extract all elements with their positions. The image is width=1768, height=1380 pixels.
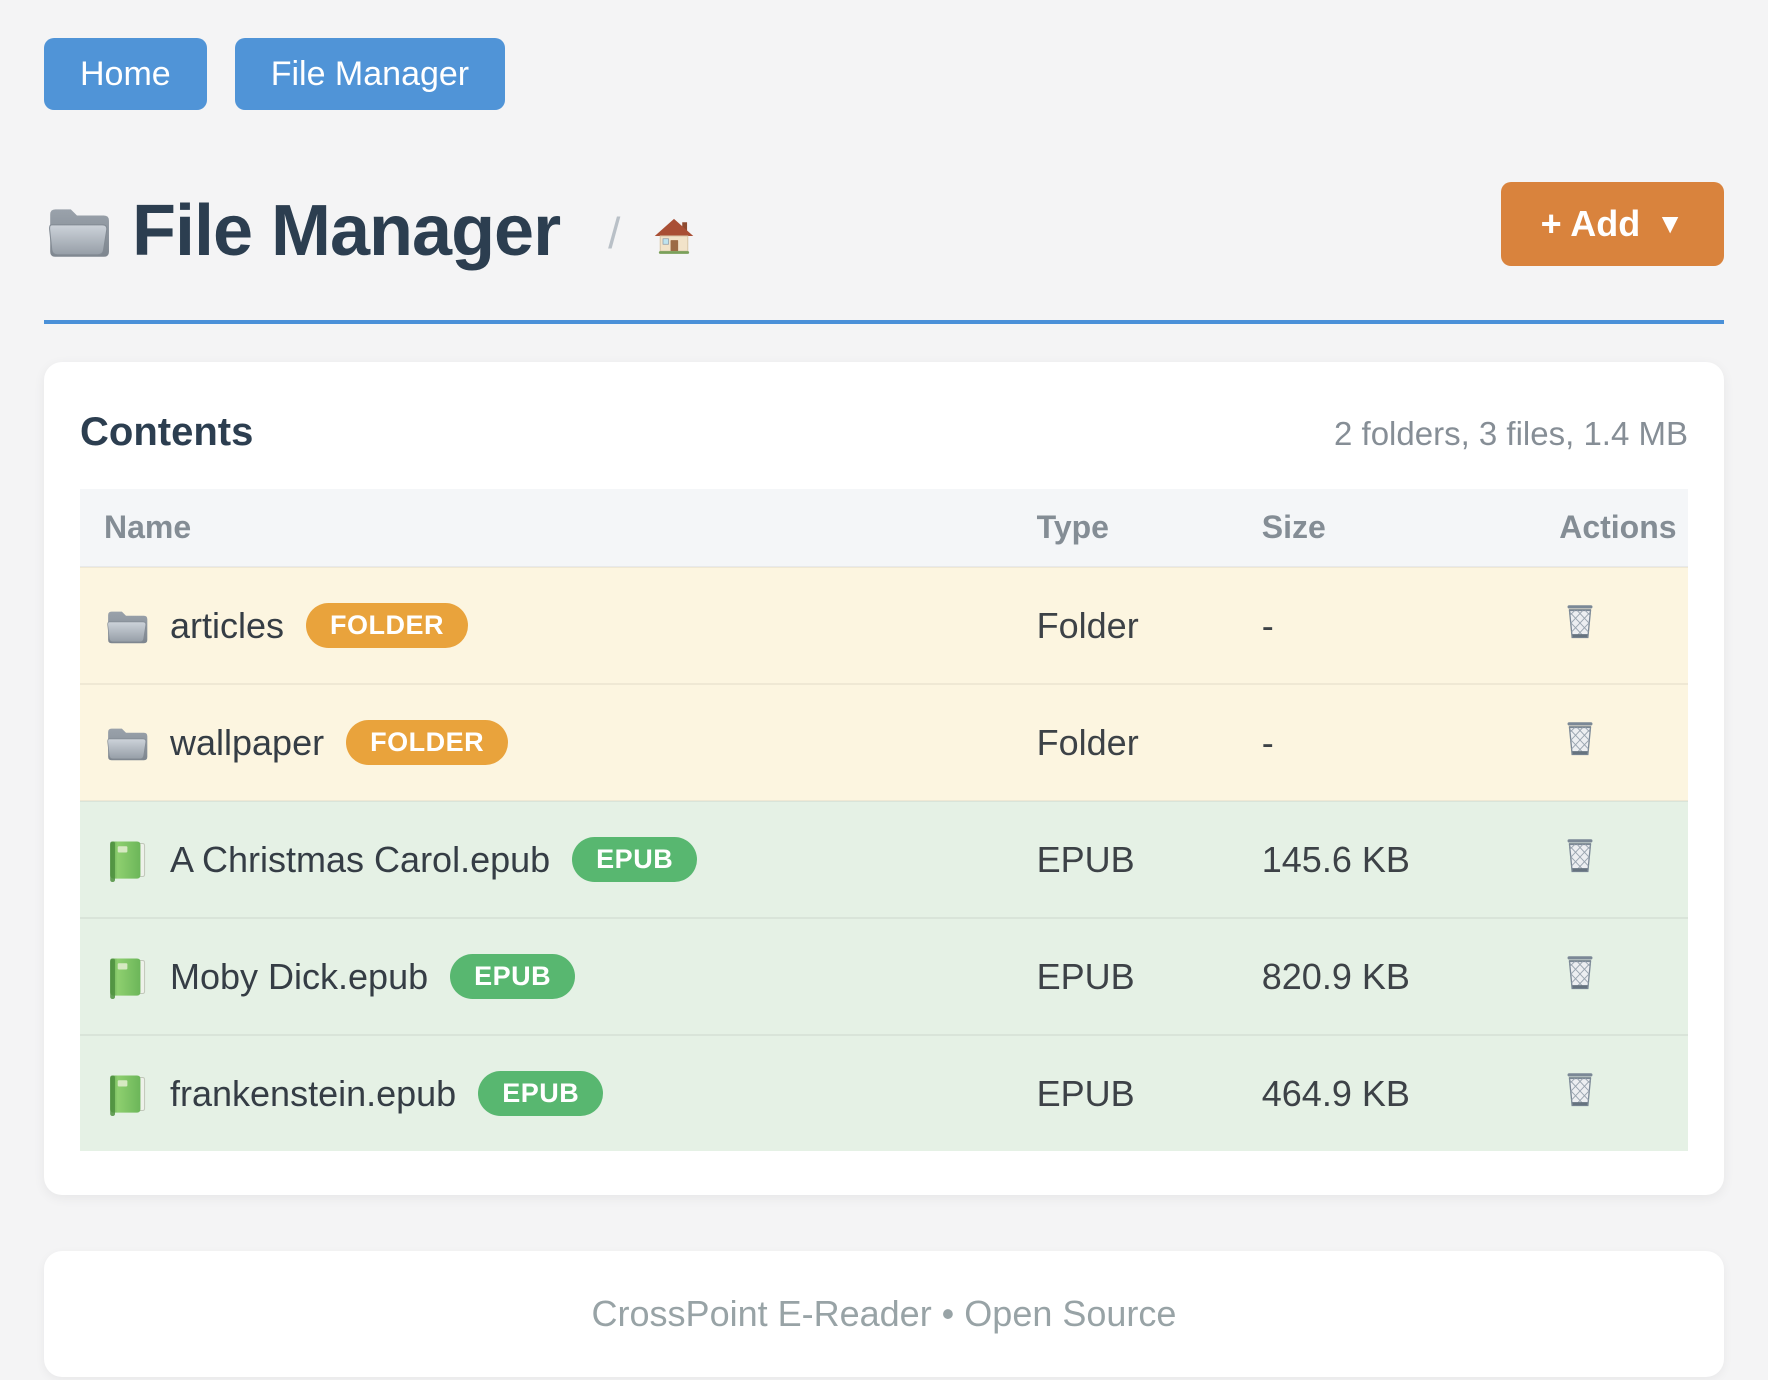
folder-icon	[104, 721, 148, 765]
type-badge: EPUB	[450, 954, 575, 999]
file-name-link[interactable]: articles	[170, 605, 284, 647]
contents-card-header: Contents 2 folders, 3 files, 1.4 MB	[80, 398, 1688, 461]
title-folder-icon-slot	[44, 198, 110, 264]
type-badge: FOLDER	[346, 720, 508, 765]
size-cell: 820.9 KB	[1238, 918, 1535, 1035]
page-title-wrap: File Manager /	[44, 190, 696, 272]
footer-text: CrossPoint E-Reader • Open Source	[592, 1293, 1177, 1334]
type-cell: Folder	[1013, 567, 1238, 684]
file-table-body: articles FOLDER Folder - wallpaper	[80, 567, 1688, 1151]
type-badge: FOLDER	[306, 603, 468, 648]
caret-down-icon: ▼	[1656, 210, 1684, 238]
folder-icon	[44, 198, 110, 264]
folder-icon	[104, 604, 148, 648]
home-icon-slot	[652, 214, 696, 258]
table-header-row: Name Type Size Actions	[80, 489, 1688, 567]
trash-icon	[1559, 951, 1601, 993]
file-name-link[interactable]: wallpaper	[170, 722, 324, 764]
page-title: File Manager	[132, 190, 560, 272]
actions-cell	[1535, 801, 1688, 918]
size-cell: 464.9 KB	[1238, 1035, 1535, 1151]
type-cell: Folder	[1013, 684, 1238, 801]
file-name-link[interactable]: frankenstein.epub	[170, 1073, 456, 1115]
page: Home File Manager File Manager / + Add ▼	[0, 0, 1768, 1377]
file-name-link[interactable]: Moby Dick.epub	[170, 956, 428, 998]
delete-button[interactable]	[1559, 717, 1601, 762]
contents-card: Contents 2 folders, 3 files, 1.4 MB Name…	[44, 362, 1724, 1195]
table-row[interactable]: A Christmas Carol.epub EPUB EPUB 145.6 K…	[80, 801, 1688, 918]
add-button-label: + Add	[1541, 206, 1641, 242]
type-cell: EPUB	[1013, 1035, 1238, 1151]
table-row[interactable]: articles FOLDER Folder -	[80, 567, 1688, 684]
table-row[interactable]: Moby Dick.epub EPUB EPUB 820.9 KB	[80, 918, 1688, 1035]
file-name-link[interactable]: A Christmas Carol.epub	[170, 839, 550, 881]
column-header-name: Name	[80, 489, 1013, 567]
delete-button[interactable]	[1559, 600, 1601, 645]
actions-cell	[1535, 918, 1688, 1035]
book-icon-slot	[104, 838, 148, 882]
actions-cell	[1535, 684, 1688, 801]
delete-button[interactable]	[1559, 951, 1601, 996]
page-header: File Manager / + Add ▼	[44, 182, 1724, 324]
column-header-size: Size	[1238, 489, 1535, 567]
home-icon	[652, 214, 696, 258]
trash-icon	[1559, 834, 1601, 876]
book-icon-slot	[104, 955, 148, 999]
footer-card: CrossPoint E-Reader • Open Source	[44, 1251, 1724, 1377]
type-badge: EPUB	[478, 1071, 603, 1116]
folder-icon-slot	[104, 604, 148, 648]
column-header-type: Type	[1013, 489, 1238, 567]
top-nav: Home File Manager	[44, 38, 1724, 110]
breadcrumb-separator: /	[608, 209, 620, 259]
delete-button[interactable]	[1559, 1068, 1601, 1113]
type-cell: EPUB	[1013, 918, 1238, 1035]
trash-icon	[1559, 600, 1601, 642]
size-cell: -	[1238, 684, 1535, 801]
trash-icon	[1559, 1068, 1601, 1110]
add-button[interactable]: + Add ▼	[1501, 182, 1724, 266]
delete-button[interactable]	[1559, 834, 1601, 879]
actions-cell	[1535, 1035, 1688, 1151]
nav-home-button[interactable]: Home	[44, 38, 207, 110]
book-icon	[104, 1072, 148, 1116]
size-cell: -	[1238, 567, 1535, 684]
trash-icon	[1559, 717, 1601, 759]
actions-cell	[1535, 567, 1688, 684]
column-header-actions: Actions	[1535, 489, 1688, 567]
book-icon	[104, 838, 148, 882]
contents-heading: Contents	[80, 410, 253, 455]
contents-summary: 2 folders, 3 files, 1.4 MB	[1334, 415, 1688, 453]
book-icon	[104, 955, 148, 999]
breadcrumb-home-link[interactable]	[652, 214, 696, 258]
book-icon-slot	[104, 1072, 148, 1116]
type-cell: EPUB	[1013, 801, 1238, 918]
nav-file-manager-button[interactable]: File Manager	[235, 38, 505, 110]
type-badge: EPUB	[572, 837, 697, 882]
folder-icon-slot	[104, 721, 148, 765]
table-row[interactable]: wallpaper FOLDER Folder -	[80, 684, 1688, 801]
table-row[interactable]: frankenstein.epub EPUB EPUB 464.9 KB	[80, 1035, 1688, 1151]
size-cell: 145.6 KB	[1238, 801, 1535, 918]
file-table: Name Type Size Actions articles FOLDER F…	[80, 489, 1688, 1151]
